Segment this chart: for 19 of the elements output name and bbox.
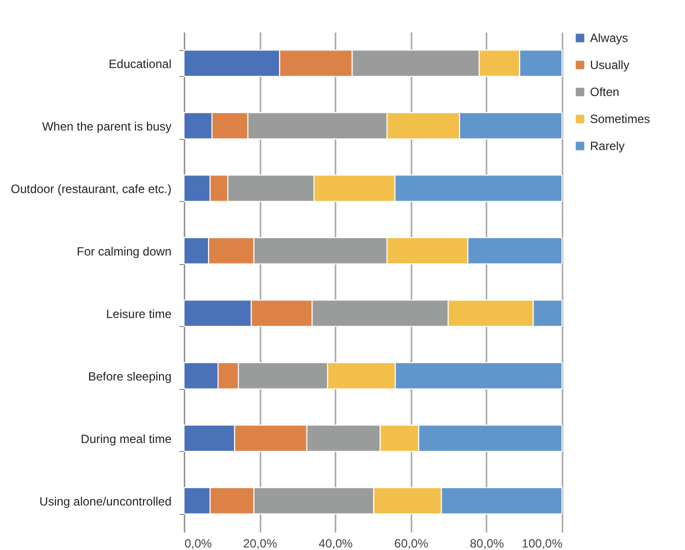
x-tick-label: 40,0% <box>318 536 354 550</box>
y-tick-label: During meal time <box>80 432 172 446</box>
y-tick-label: Leisure time <box>106 306 172 321</box>
x-tick-label: 100,0% <box>522 536 563 550</box>
y-tick-label: For calming down <box>76 244 172 258</box>
legend-label: Usually <box>590 58 630 72</box>
y-tick-label: When the parent is busy <box>42 119 172 134</box>
x-tick-label: 20,0% <box>243 536 278 550</box>
legend-label: Sometimes <box>590 112 650 126</box>
x-tick-label: 60,0% <box>394 536 429 550</box>
x-tick-label: 0,0% <box>184 536 212 550</box>
y-tick-label: Educational <box>108 56 172 71</box>
legend-label: Often <box>590 85 620 99</box>
y-tick-label: Using alone/uncontrolled <box>39 494 172 508</box>
legend-label: Always <box>590 31 628 45</box>
legend-label: Rarely <box>590 139 625 153</box>
y-tick-label: Before sleeping <box>88 369 172 384</box>
x-tick-label: 80,0% <box>470 536 504 550</box>
y-tick-label: Outdoor (restaurant, cafe etc.) <box>10 182 172 196</box>
